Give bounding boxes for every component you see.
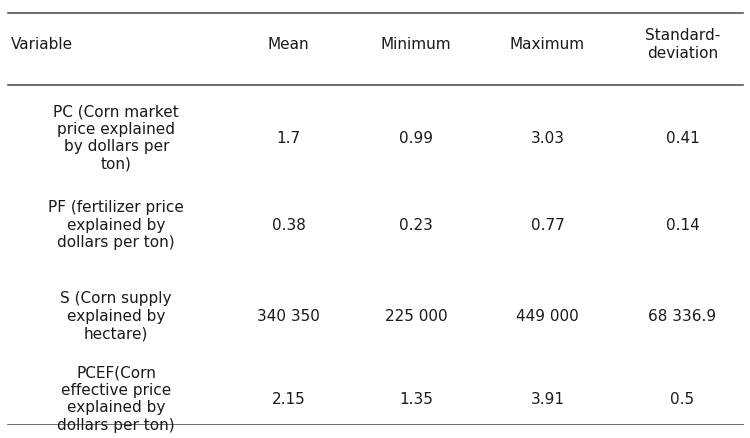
Text: S (Corn supply
explained by
hectare): S (Corn supply explained by hectare) bbox=[61, 291, 172, 341]
Text: 0.77: 0.77 bbox=[531, 218, 564, 233]
Text: Variable: Variable bbox=[11, 37, 74, 52]
Text: Maximum: Maximum bbox=[510, 37, 585, 52]
Text: Mean: Mean bbox=[268, 37, 310, 52]
Text: 225 000: 225 000 bbox=[385, 309, 448, 324]
Text: 3.91: 3.91 bbox=[530, 392, 565, 406]
Text: 0.14: 0.14 bbox=[665, 218, 699, 233]
Text: 0.38: 0.38 bbox=[272, 218, 306, 233]
Text: Standard-
deviation: Standard- deviation bbox=[645, 28, 720, 61]
Text: PCEF(Corn
effective price
explained by
dollars per ton): PCEF(Corn effective price explained by d… bbox=[58, 366, 175, 433]
Text: 2.15: 2.15 bbox=[272, 392, 306, 406]
Text: 340 350: 340 350 bbox=[257, 309, 320, 324]
Text: 3.03: 3.03 bbox=[530, 131, 565, 145]
Text: 68 336.9: 68 336.9 bbox=[649, 309, 716, 324]
Text: 0.99: 0.99 bbox=[399, 131, 433, 145]
Text: 1.7: 1.7 bbox=[277, 131, 301, 145]
Text: PC (Corn market
price explained
by dollars per
ton): PC (Corn market price explained by dolla… bbox=[53, 104, 179, 172]
Text: PF (fertilizer price
explained by
dollars per ton): PF (fertilizer price explained by dollar… bbox=[48, 200, 184, 250]
Text: 0.41: 0.41 bbox=[665, 131, 699, 145]
Text: Minimum: Minimum bbox=[381, 37, 452, 52]
Text: 0.5: 0.5 bbox=[670, 392, 694, 406]
Text: 0.23: 0.23 bbox=[399, 218, 433, 233]
Text: 1.35: 1.35 bbox=[399, 392, 433, 406]
Text: 449 000: 449 000 bbox=[516, 309, 579, 324]
